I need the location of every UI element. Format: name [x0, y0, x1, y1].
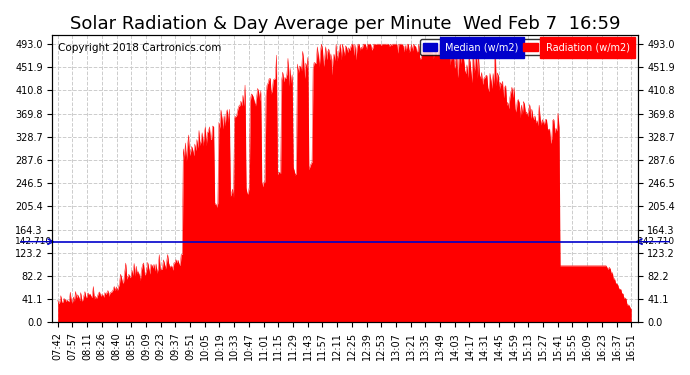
Text: Copyright 2018 Cartronics.com: Copyright 2018 Cartronics.com: [59, 43, 221, 53]
Title: Solar Radiation & Day Average per Minute  Wed Feb 7  16:59: Solar Radiation & Day Average per Minute…: [70, 15, 620, 33]
Text: 142.710: 142.710: [638, 237, 675, 246]
Legend: Median (w/m2), Radiation (w/m2): Median (w/m2), Radiation (w/m2): [420, 39, 633, 55]
Text: 142.710: 142.710: [15, 237, 52, 246]
